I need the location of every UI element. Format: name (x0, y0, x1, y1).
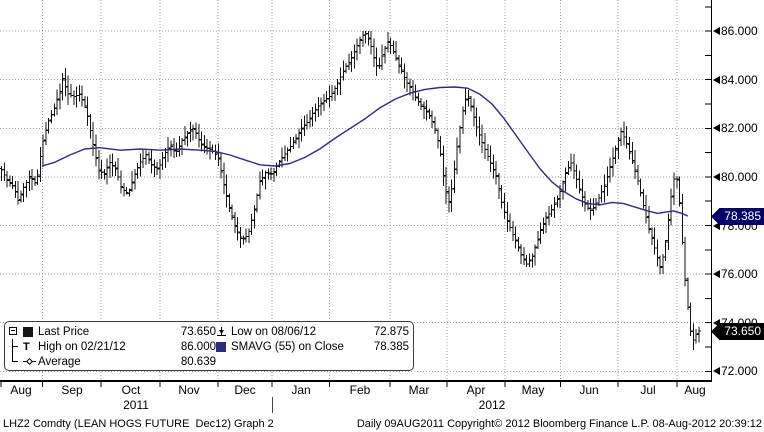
legend-column-2: Low on 08/06/12 72.875 SMAVG (55) on Clo… (216, 324, 409, 370)
y-axis-tick-label: 80.000 (713, 170, 758, 184)
price-callout-tag: 78.385 (711, 208, 764, 225)
y-axis-tick-label: 84.000 (713, 73, 758, 87)
last-price-square-icon (23, 326, 38, 338)
status-bar: LHZ2 Comdty (LEAN HOGS FUTURE Dec12) Gra… (0, 415, 764, 432)
legend-label: High on 02/21/12 (38, 340, 126, 353)
legend-row-smavg[interactable]: SMAVG (55) on Close 78.385 (216, 339, 409, 354)
security-description: LHZ2 Comdty (LEAN HOGS FUTURE Dec12) Gra… (3, 418, 274, 430)
legend-label: Last Price (38, 325, 90, 338)
legend-label: SMAVG (55) on Close (231, 340, 344, 353)
smavg-square-icon (216, 341, 231, 353)
x-axis-month-label: Dec (234, 383, 256, 397)
tick-arrow-icon (713, 367, 720, 375)
tick-arrow-icon (713, 222, 720, 230)
legend-tree-root (8, 324, 23, 339)
legend-column-1: Last Price 73.650 T High on 02/21/12 86.… (8, 324, 216, 370)
legend-row-last-price[interactable]: Last Price 73.650 (8, 324, 216, 339)
legend-value: 78.385 (373, 340, 409, 353)
y-axis-tick-label: 86.000 (713, 24, 758, 38)
y-axis-tick-label: 82.000 (713, 121, 758, 135)
x-axis-month-label: Feb (349, 383, 371, 397)
x-axis-month-label: Apr (466, 383, 486, 397)
legend-label: Low on 08/06/12 (231, 325, 317, 338)
legend-value: 73.650 (180, 325, 216, 338)
chart-legend: Last Price 73.650 T High on 02/21/12 86.… (4, 321, 414, 371)
price-callout-tag: 73.650 (711, 323, 764, 340)
legend-value: 72.875 (373, 325, 409, 338)
tick-arrow-icon (713, 319, 720, 327)
x-axis-month-label: Mar (408, 383, 430, 397)
tick-arrow-icon (713, 76, 720, 84)
high-marker-icon: T (23, 340, 30, 353)
year-divider-line (272, 397, 273, 413)
x-axis-month-label: Jan (291, 383, 311, 397)
y-axis-tick-label: 72.000 (713, 364, 758, 378)
legend-tree-branch (8, 354, 23, 369)
x-axis-month-label: Jul (640, 383, 656, 397)
x-axis-month-label: Aug (10, 383, 32, 397)
legend-row-average[interactable]: Average 80.639 (8, 354, 216, 369)
x-axis-year-label: 2011 (123, 398, 149, 412)
x-axis-month-label: Jun (579, 383, 599, 397)
x-axis-month-label: Aug (684, 383, 706, 397)
tick-arrow-icon (713, 124, 720, 132)
tick-arrow-icon (713, 270, 720, 278)
x-axis-month-label: Sep (61, 383, 83, 397)
tick-arrow-icon (713, 173, 720, 181)
legend-value: 80.639 (180, 355, 216, 368)
legend-value: 86.000 (180, 340, 216, 353)
legend-expander-icon[interactable] (9, 327, 17, 335)
chart-period-copyright: Daily 09AUG2011 Copyright© 2012 Bloomber… (356, 418, 762, 430)
x-axis-month-label: Oct (121, 383, 141, 397)
x-axis-year-label: 2012 (478, 398, 506, 412)
tick-arrow-icon (713, 27, 720, 35)
average-marker-icon (23, 356, 38, 368)
legend-row-low[interactable]: Low on 08/06/12 72.875 (216, 324, 409, 339)
x-axis-month-label: Nov (178, 383, 200, 397)
legend-row-high[interactable]: T High on 02/21/12 86.000 (8, 339, 216, 354)
low-marker-icon (216, 326, 231, 338)
y-axis-tick-label: 76.000 (713, 267, 758, 281)
legend-label: Average (38, 355, 81, 368)
legend-tree-branch (8, 339, 23, 354)
x-axis-month-label: May (521, 383, 545, 397)
price-plot[interactable] (0, 0, 764, 400)
